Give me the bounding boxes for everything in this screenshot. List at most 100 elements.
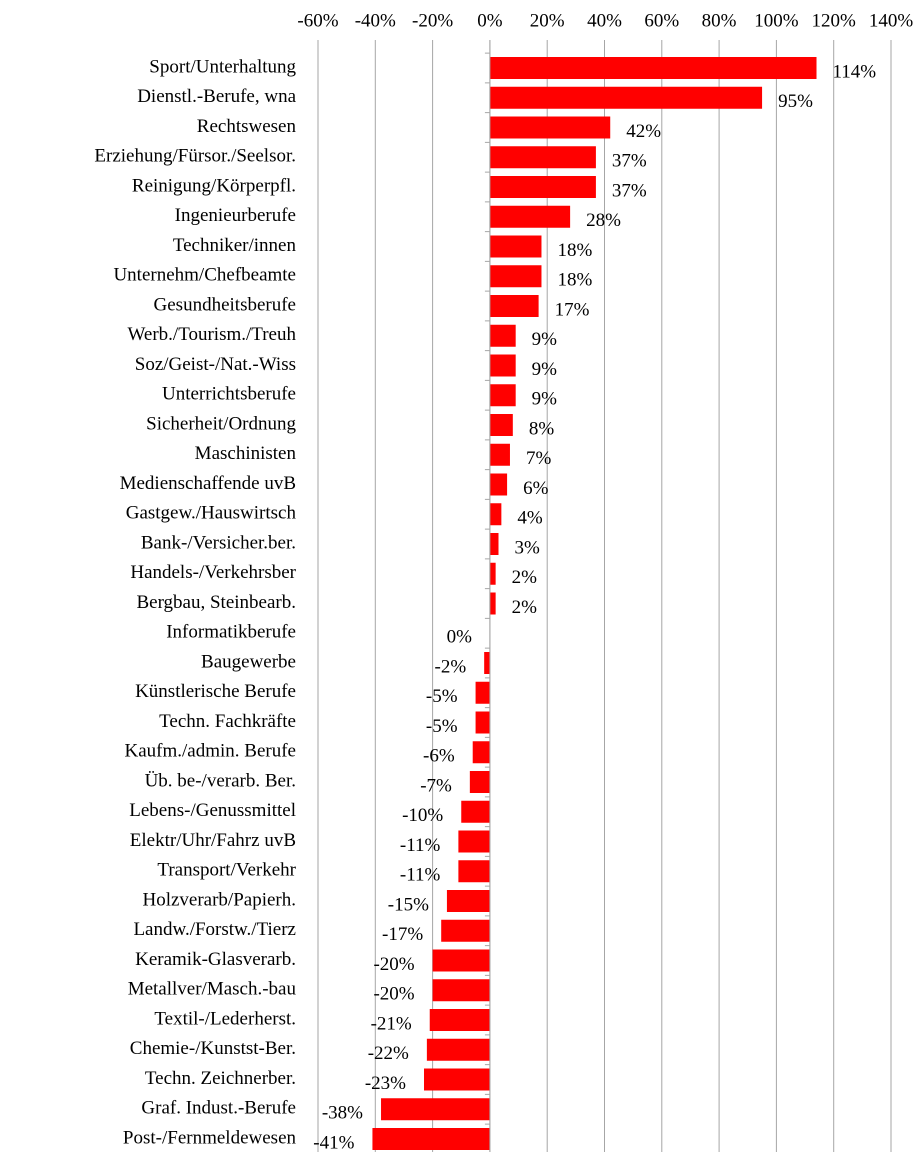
value-label: 9% bbox=[532, 359, 558, 380]
value-label: -5% bbox=[426, 716, 458, 737]
y-tick-label: Sicherheit/Ordnung bbox=[146, 413, 296, 434]
bar bbox=[472, 741, 490, 764]
value-label: 8% bbox=[529, 418, 555, 439]
bar bbox=[489, 443, 510, 466]
bar bbox=[458, 860, 490, 883]
y-tick-label: Maschinisten bbox=[195, 443, 297, 464]
value-label: -5% bbox=[426, 686, 458, 707]
y-tick-label: Rechtswesen bbox=[197, 116, 297, 137]
y-tick-label: Handels-/Verkehrsber bbox=[130, 562, 296, 583]
y-tick-label: Kaufm./admin. Berufe bbox=[125, 741, 296, 762]
bar bbox=[432, 979, 490, 1002]
bar bbox=[426, 1038, 490, 1061]
x-tick-label: 100% bbox=[754, 10, 799, 31]
y-tick-label: Informatikberufe bbox=[166, 622, 296, 643]
value-label: 9% bbox=[532, 389, 558, 410]
y-tick-label: Graf. Indust.-Berufe bbox=[141, 1098, 296, 1119]
bar bbox=[429, 1009, 490, 1031]
value-label: 4% bbox=[517, 508, 543, 529]
bar bbox=[475, 681, 490, 704]
value-label: -23% bbox=[365, 1073, 406, 1094]
bar bbox=[475, 711, 490, 734]
bar bbox=[489, 205, 571, 228]
y-tick-label: Lebens-/Genussmittel bbox=[129, 800, 296, 821]
y-tick-label: Landw./Forstw./Tierz bbox=[133, 919, 296, 940]
y-tick-label: Baugewerbe bbox=[201, 651, 296, 672]
value-label: 37% bbox=[612, 151, 647, 172]
y-tick-label: Soz/Geist-/Nat.-Wiss bbox=[135, 354, 296, 375]
x-tick-label: -60% bbox=[297, 10, 338, 31]
y-tick-label: Ingenieurberufe bbox=[175, 205, 296, 226]
value-label: -17% bbox=[382, 924, 423, 945]
y-tick-label: Gesundheitsberufe bbox=[154, 294, 296, 315]
y-tick-label: Chemie-/Kunstst-Ber. bbox=[130, 1038, 296, 1059]
value-label: 0% bbox=[447, 627, 473, 648]
value-label: -22% bbox=[368, 1043, 409, 1064]
bar bbox=[458, 830, 490, 853]
y-tick-label: Erziehung/Fürsor./Seelsor. bbox=[94, 146, 296, 167]
value-label: 18% bbox=[557, 240, 592, 261]
x-tick-label: 80% bbox=[702, 10, 737, 31]
x-tick-label: -20% bbox=[412, 10, 453, 31]
bar bbox=[489, 235, 542, 258]
bar bbox=[489, 57, 817, 79]
value-label: -21% bbox=[371, 1013, 412, 1034]
bar bbox=[461, 800, 490, 823]
value-label: -15% bbox=[388, 894, 429, 915]
bar bbox=[372, 1128, 490, 1150]
value-label: 37% bbox=[612, 180, 647, 201]
y-tick-label: Medienschaffende uvB bbox=[120, 473, 296, 494]
bar bbox=[441, 919, 490, 942]
value-label: 9% bbox=[532, 329, 558, 350]
value-label: 95% bbox=[778, 91, 813, 112]
x-tick-label: 40% bbox=[587, 10, 622, 31]
bar bbox=[489, 562, 496, 585]
y-tick-label: Üb. be-/verarb. Ber. bbox=[145, 770, 296, 791]
y-tick-label: Bergbau, Steinbearb. bbox=[136, 592, 296, 613]
value-label: 18% bbox=[557, 270, 592, 291]
y-tick-label: Elektr/Uhr/Fahrz uvB bbox=[130, 830, 296, 851]
y-tick-label: Techn. Fachkräfte bbox=[159, 711, 296, 732]
bar bbox=[489, 116, 611, 139]
y-tick-label: Werb./Tourism./Treuh bbox=[128, 324, 297, 345]
y-tick-label: Keramik-Glasverarb. bbox=[135, 949, 296, 970]
y-tick-label: Gastgew./Hauswirtsch bbox=[126, 503, 297, 524]
y-tick-label: Post-/Fernmeldewesen bbox=[123, 1127, 297, 1148]
value-label: -10% bbox=[402, 805, 443, 826]
value-label: 28% bbox=[586, 210, 621, 231]
x-tick-label: 140% bbox=[869, 10, 914, 31]
y-tick-label: Metallver/Masch.-bau bbox=[128, 979, 297, 1000]
bar bbox=[489, 295, 539, 317]
y-tick-label: Unterrichtsberufe bbox=[162, 384, 296, 405]
y-tick-label: Techn. Zeichnerber. bbox=[145, 1068, 296, 1089]
value-label: 7% bbox=[526, 448, 552, 469]
y-tick-label: Sport/Unterhaltung bbox=[149, 56, 296, 77]
value-label: 17% bbox=[555, 299, 590, 320]
x-tick-label: 0% bbox=[477, 10, 503, 31]
y-tick-label: Unternehm/Chefbeamte bbox=[113, 265, 296, 286]
bar bbox=[484, 652, 490, 674]
x-tick-label: 120% bbox=[812, 10, 857, 31]
value-label: 3% bbox=[514, 537, 540, 558]
bar bbox=[489, 384, 516, 407]
bar bbox=[424, 1068, 490, 1091]
y-tick-label: Holzverarb/Papierh. bbox=[142, 889, 296, 910]
bar bbox=[489, 414, 513, 436]
value-label: -41% bbox=[313, 1132, 354, 1152]
y-tick-label: Künstlerische Berufe bbox=[135, 681, 296, 702]
y-tick-label: Reinigung/Körperpfl. bbox=[132, 175, 296, 196]
bar bbox=[489, 473, 508, 496]
x-tick-label: 20% bbox=[530, 10, 565, 31]
value-label: 42% bbox=[626, 121, 661, 142]
bar bbox=[489, 324, 516, 347]
bar bbox=[432, 949, 490, 972]
value-label: -20% bbox=[373, 954, 414, 975]
bar bbox=[489, 354, 516, 377]
bar bbox=[446, 890, 490, 912]
y-tick-label: Bank-/Versicher.ber. bbox=[141, 532, 296, 553]
value-label: -11% bbox=[400, 865, 441, 886]
bar bbox=[489, 503, 502, 526]
value-label: -11% bbox=[400, 835, 441, 856]
bar bbox=[381, 1098, 490, 1121]
